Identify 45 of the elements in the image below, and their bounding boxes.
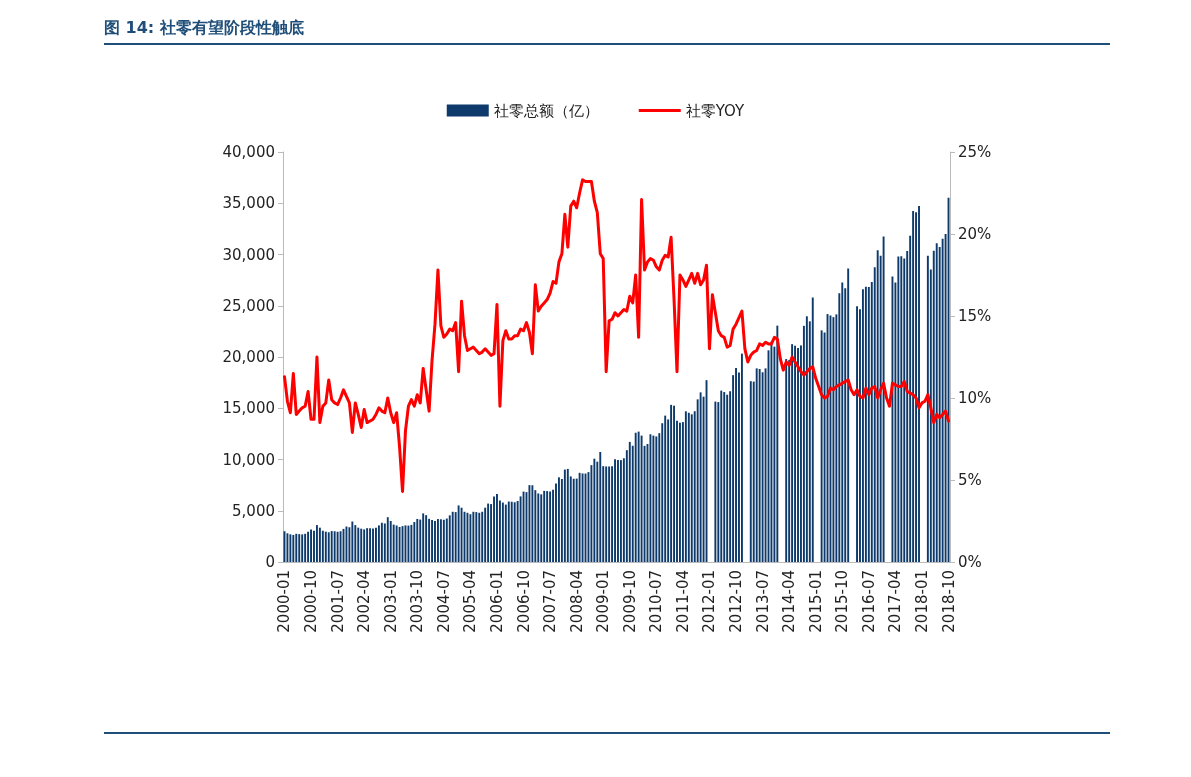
x-tick-label: 2018-01 [912, 570, 931, 633]
x-tick-label: 2004-07 [434, 570, 453, 633]
x-tick-label: 2003-01 [381, 570, 400, 633]
x-tick-label: 2013-07 [753, 570, 772, 633]
x-tick-label: 2014-04 [780, 570, 799, 633]
x-tick-label: 2015-10 [833, 570, 852, 633]
y-tick-label: 30,000 [222, 245, 275, 264]
x-tick-label: 2008-04 [567, 570, 586, 633]
y-tick-label: 35,000 [222, 194, 275, 213]
x-tick-label: 2011-04 [673, 570, 692, 633]
x-tick-label: 2002-04 [355, 570, 374, 633]
y-tick-label: 5,000 [232, 501, 275, 520]
y2-tick-label: 20% [958, 225, 992, 243]
chart-title: 图 14: 社零有望阶段性触底 [104, 18, 1110, 45]
y-tick-label: 20,000 [222, 348, 275, 366]
x-tick-label: 2006-10 [514, 570, 533, 633]
x-tick-label: 2007-07 [541, 570, 560, 633]
y-tick-label: 25,000 [222, 296, 275, 315]
legend-label: 社零YOY [685, 101, 746, 120]
y-tick-label: 10,000 [222, 450, 275, 469]
y-tick-label: 0 [265, 553, 275, 571]
x-tick-label: 2010-07 [647, 570, 666, 633]
y2-tick-label: 25% [958, 143, 992, 161]
y-tick-label: 40,000 [222, 143, 275, 161]
line-series [282, 178, 951, 493]
x-tick-label: 2000-01 [275, 570, 294, 633]
y2-tick-label: 15% [958, 307, 992, 325]
x-tick-label: 2001-07 [328, 570, 347, 633]
x-tick-label: 2000-10 [302, 570, 321, 633]
legend-label: 社零总额（亿） [493, 101, 599, 120]
x-tick-label: 2009-01 [594, 570, 613, 633]
y2-tick-label: 5% [958, 471, 982, 489]
x-tick-label: 2003-10 [408, 570, 427, 633]
x-tick-label: 2018-10 [939, 570, 958, 633]
x-tick-label: 2009-10 [620, 570, 639, 633]
x-tick-label: 2005-04 [461, 570, 480, 633]
y2-tick-label: 10% [958, 389, 992, 407]
y2-tick-label: 0% [958, 553, 982, 571]
x-tick-label: 2016-07 [859, 570, 878, 633]
x-tick-label: 2012-01 [700, 570, 719, 633]
y-tick-label: 15,000 [222, 399, 275, 418]
x-tick-label: 2017-04 [886, 570, 905, 633]
x-tick-label: 2015-01 [806, 570, 825, 633]
x-tick-label: 2012-10 [727, 570, 746, 633]
x-tick-label: 2006-01 [487, 570, 506, 633]
